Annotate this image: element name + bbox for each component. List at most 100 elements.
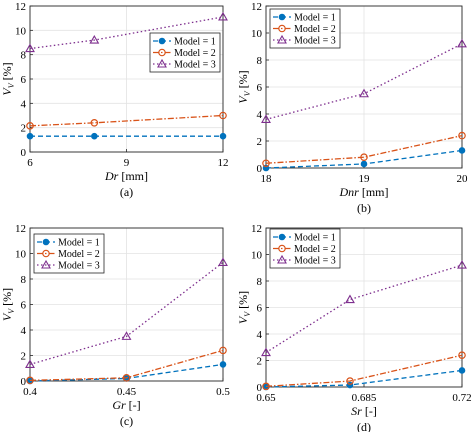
y-tick-label: 6 xyxy=(21,300,27,312)
series-line-2 xyxy=(265,354,463,387)
x-tick-label: 20 xyxy=(457,173,469,185)
legend-marker-1 xyxy=(278,13,286,21)
y-tick-label: 8 xyxy=(21,274,27,286)
y-tick-label: 10 xyxy=(15,25,27,37)
legend-label-1: Model = 1 xyxy=(294,233,336,244)
panel-label: (b) xyxy=(357,201,371,215)
data-point-series-3 xyxy=(25,43,35,53)
legend-label-3: Model = 3 xyxy=(174,60,216,71)
x-axis-label: Dr [mm] xyxy=(104,169,148,183)
legend-marker-3 xyxy=(157,58,167,68)
legend-label-3: Model = 3 xyxy=(294,256,336,267)
y-axis-label: VV [%] xyxy=(236,291,252,324)
series-line-2 xyxy=(29,114,224,127)
x-tick-label: 9 xyxy=(124,157,130,169)
series-line-3 xyxy=(29,16,224,50)
legend-label-2: Model = 2 xyxy=(58,249,100,260)
legend-marker-1 xyxy=(278,233,286,241)
data-point-series-2 xyxy=(26,376,34,385)
legend-label-2: Model = 2 xyxy=(294,24,336,35)
y-tick-label: 4 xyxy=(21,98,27,110)
x-tick-label: 0.4 xyxy=(23,386,37,398)
data-point-series-2 xyxy=(219,111,227,120)
legend-label-3: Model = 3 xyxy=(58,261,100,272)
panel-d: 0 2 4 6 8 10 12 0.65 0.685 0.72 Sr [-] (d) VV [%] Mod… xyxy=(236,223,472,432)
data-point-series-2 xyxy=(26,122,34,130)
data-point-series-2 xyxy=(262,159,270,168)
data-point-series-1 xyxy=(26,132,34,140)
y-axis-label: VV [%] xyxy=(0,62,16,95)
y-tick-label: 10 xyxy=(251,250,263,262)
data-point-series-3 xyxy=(457,38,467,48)
y-tick-label: 0 xyxy=(257,382,263,394)
x-tick-label: 0.45 xyxy=(117,386,137,398)
data-point-series-3 xyxy=(261,347,271,357)
x-axis-label: Gr [-] xyxy=(112,398,140,412)
data-point-series-1 xyxy=(219,361,227,368)
series-line-2 xyxy=(29,349,224,382)
data-point-series-3 xyxy=(89,34,100,44)
data-point-series-3 xyxy=(345,294,355,304)
data-point-series-1 xyxy=(219,132,227,140)
x-tick-label: 0.65 xyxy=(256,392,276,404)
data-point-series-2 xyxy=(458,131,466,140)
y-tick-label: 4 xyxy=(21,325,27,337)
panel-label: (c) xyxy=(120,414,133,428)
y-tick-label: 12 xyxy=(15,223,26,235)
y-tick-label: 12 xyxy=(15,1,26,13)
x-tick-label: 0.5 xyxy=(216,386,230,398)
data-point-series-2 xyxy=(346,377,354,385)
series-line-3 xyxy=(29,261,224,366)
legend-marker-1 xyxy=(42,238,50,246)
legend-marker-1 xyxy=(158,37,166,45)
x-axis-label: Sr [-] xyxy=(351,404,377,418)
legend-label-1: Model = 1 xyxy=(174,37,216,48)
x-axis-label: Dnr [mm] xyxy=(338,185,388,199)
legend-marker-3 xyxy=(277,254,287,264)
y-tick-label: 6 xyxy=(257,303,263,315)
y-tick-label: 12 xyxy=(251,223,262,235)
legend-marker-2 xyxy=(278,24,286,33)
y-tick-label: 4 xyxy=(257,329,263,341)
data-point-series-2 xyxy=(219,346,227,355)
x-tick-label: 0.72 xyxy=(452,392,471,404)
x-tick-label: 0.685 xyxy=(352,392,377,404)
legend-label-2: Model = 2 xyxy=(294,244,336,255)
x-tick-label: 12 xyxy=(218,157,229,169)
x-tick-label: 19 xyxy=(359,173,371,185)
legend-label-1: Model = 1 xyxy=(58,238,100,249)
legend-marker-2 xyxy=(42,249,50,258)
series-line-2 xyxy=(265,134,463,164)
y-axis-label: VV [%] xyxy=(236,70,252,103)
data-point-series-2 xyxy=(360,153,368,162)
legend-label-3: Model = 3 xyxy=(294,36,336,47)
data-point-series-2 xyxy=(122,374,131,382)
y-tick-label: 0 xyxy=(21,376,27,388)
y-tick-label: 8 xyxy=(257,55,263,67)
y-tick-label: 10 xyxy=(15,249,27,261)
panel-c: 0 2 4 6 8 10 12 0.4 0.45 0.5 Gr [-] (c) VV [%] Model … xyxy=(0,223,230,428)
data-point-series-3 xyxy=(218,257,228,266)
y-tick-label: 10 xyxy=(251,28,263,40)
data-point-series-1 xyxy=(360,160,368,168)
data-point-series-2 xyxy=(458,351,466,360)
y-tick-label: 0 xyxy=(21,147,27,159)
x-tick-label: 6 xyxy=(27,157,33,169)
data-point-series-2 xyxy=(90,119,99,127)
legend-marker-3 xyxy=(41,259,51,269)
y-tick-label: 0 xyxy=(257,163,263,175)
data-point-series-3 xyxy=(261,114,271,123)
y-axis-label: VV [%] xyxy=(0,288,16,321)
y-tick-label: 12 xyxy=(251,1,262,13)
panel-b: 0 2 4 6 8 10 12 18 19 20 Dnr [mm] (b) VV [%] Model = … xyxy=(236,1,468,215)
legend-marker-2 xyxy=(158,48,166,57)
data-point-series-3 xyxy=(25,359,35,368)
y-tick-label: 8 xyxy=(257,276,263,288)
data-point-series-2 xyxy=(262,382,270,391)
data-point-series-3 xyxy=(359,88,369,98)
